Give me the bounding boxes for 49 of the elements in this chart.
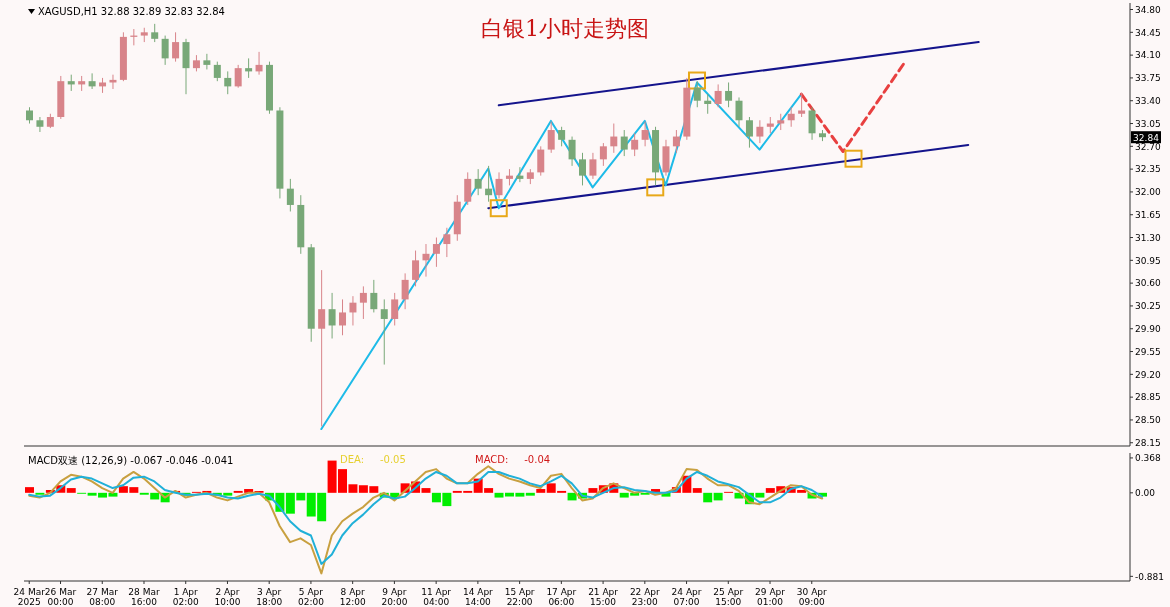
x-tick-label: 15 Apr 22:00 xyxy=(504,587,535,607)
y-tick-label: 28.85 xyxy=(1135,392,1161,403)
annotation: MACD: -0.04 xyxy=(475,454,551,465)
annotation: 32.84 xyxy=(1133,132,1160,143)
x-tick-label: 9 Apr 20:00 xyxy=(381,587,408,607)
x-tick-label: 27 Mar 08:00 xyxy=(86,587,119,607)
x-tick-label: 17 Apr 06:00 xyxy=(546,587,577,607)
y-tick-label: 32.35 xyxy=(1135,164,1161,175)
y-tick-label: 0.00 xyxy=(1135,488,1156,499)
y-tick-label: 29.55 xyxy=(1135,346,1161,357)
y-tick-label: 0.368 xyxy=(1135,453,1162,464)
x-tick-label: 21 Apr 15:00 xyxy=(588,587,619,607)
y-tick-label: 30.25 xyxy=(1135,301,1161,312)
x-tick-label: 8 Apr 12:00 xyxy=(339,587,366,607)
x-tick-label: 28 Mar 16:00 xyxy=(128,587,160,607)
y-tick-label: 28.15 xyxy=(1135,437,1161,448)
y-tick-label: 29.90 xyxy=(1135,323,1162,334)
y-tick-label: 34.10 xyxy=(1135,50,1162,61)
y-tick-label: -0.881 xyxy=(1135,571,1165,582)
x-tick-label: 5 Apr 02:00 xyxy=(297,587,325,607)
annotation: DEA: -0.05 xyxy=(340,454,406,465)
y-tick-label: 30.60 xyxy=(1135,278,1162,289)
y-tick-label: 28.50 xyxy=(1135,415,1162,426)
y-tick-label: 34.80 xyxy=(1135,4,1162,15)
y-tick-label: 32.00 xyxy=(1135,187,1162,198)
x-tick-label: 22 Apr 23:00 xyxy=(629,587,661,607)
y-tick-label: 33.75 xyxy=(1135,73,1161,84)
chart-title: MACD双速 (12,26,9) -0.067 -0.046 -0.041 xyxy=(28,454,234,468)
y-tick-label: 33.05 xyxy=(1135,118,1161,129)
x-tick-label: 14 Apr 14:00 xyxy=(462,587,494,607)
x-tick-label: 30 Apr 09:00 xyxy=(796,587,827,607)
y-tick-label: 32.70 xyxy=(1135,141,1162,152)
y-tick-label: 34.45 xyxy=(1135,27,1161,38)
x-tick-label: 1 Apr 02:00 xyxy=(172,587,199,607)
x-tick-label: 25 Apr 15:00 xyxy=(713,587,744,607)
x-tick-label: 3 Apr 18:00 xyxy=(256,587,283,607)
x-tick-label: 11 Apr 04:00 xyxy=(421,587,452,607)
y-tick-label: 29.20 xyxy=(1135,369,1162,380)
y-tick-label: 31.30 xyxy=(1135,232,1162,243)
text: 白银1小时走势图 xyxy=(481,16,649,41)
y-tick-label: 30.95 xyxy=(1135,255,1161,266)
x-tick-label: 24 Apr 07:00 xyxy=(671,587,702,607)
chart-subtitle: XAGUSD,H1 32.88 32.89 32.83 32.84 xyxy=(38,6,225,17)
x-tick-label: 26 Mar 00:00 xyxy=(44,587,77,607)
x-tick-label: 29 Apr 01:00 xyxy=(755,587,786,607)
x-tick-label: 24 Mar 2025 xyxy=(13,587,46,607)
y-tick-label: 31.65 xyxy=(1135,209,1161,220)
x-tick-label: 2 Apr 10:00 xyxy=(214,587,241,607)
y-tick-label: 33.40 xyxy=(1135,95,1162,106)
